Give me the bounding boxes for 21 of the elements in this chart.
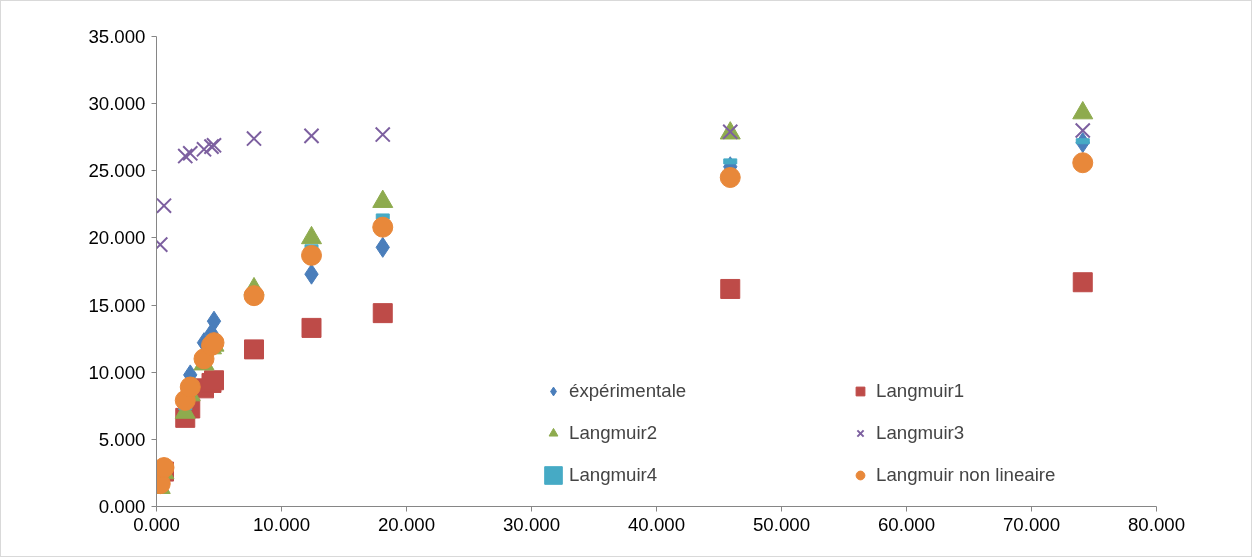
legend-label: éxpérimentale <box>569 380 688 402</box>
x-tick-label: 60.000 <box>877 513 936 535</box>
legend-label: Langmuir non lineaire <box>876 464 1057 486</box>
x-tick-label: 80.000 <box>1127 513 1186 535</box>
y-tick-label: 5.000 <box>98 428 146 450</box>
y-tick-label: 25.000 <box>88 160 146 182</box>
x-tick-label: 10.000 <box>252 513 311 535</box>
legend-label: Langmuir2 <box>569 422 659 444</box>
legend-label: Langmuir4 <box>569 464 659 486</box>
y-tick-label: 20.000 <box>88 227 146 249</box>
x-tick-label: 70.000 <box>1002 513 1061 535</box>
x-tick-label: 20.000 <box>377 513 436 535</box>
y-tick-label: 35.000 <box>88 26 146 47</box>
legend-label: Langmuir3 <box>876 422 966 444</box>
y-tick-label: 10.000 <box>88 361 146 383</box>
x-tick-label: 30.000 <box>502 513 561 535</box>
y-tick-label: 15.000 <box>88 294 146 316</box>
legend-label: Langmuir1 <box>876 380 966 402</box>
x-tick-label: 40.000 <box>627 513 686 535</box>
x-tick-label: 50.000 <box>752 513 811 535</box>
y-tick-label: 30.000 <box>88 93 146 115</box>
